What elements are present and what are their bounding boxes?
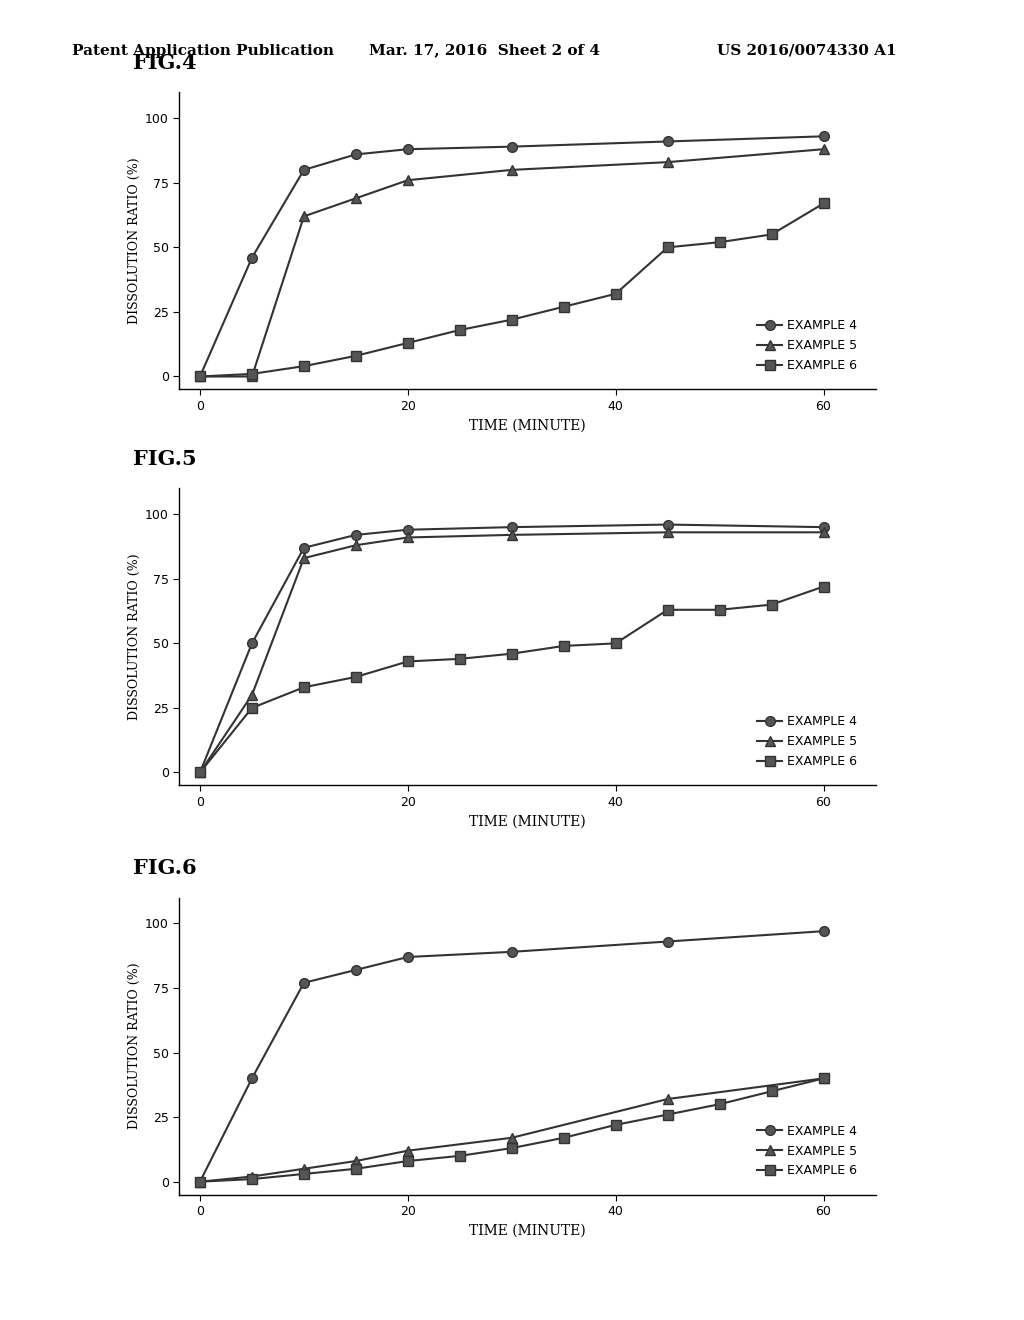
Legend: EXAMPLE 4, EXAMPLE 5, EXAMPLE 6: EXAMPLE 4, EXAMPLE 5, EXAMPLE 6 bbox=[753, 710, 862, 774]
Text: FIG.4: FIG.4 bbox=[133, 53, 197, 73]
Text: Mar. 17, 2016  Sheet 2 of 4: Mar. 17, 2016 Sheet 2 of 4 bbox=[369, 44, 600, 58]
Text: FIG.6: FIG.6 bbox=[133, 858, 197, 878]
Y-axis label: DISSOLUTION RATIO (%): DISSOLUTION RATIO (%) bbox=[128, 553, 140, 721]
Legend: EXAMPLE 4, EXAMPLE 5, EXAMPLE 6: EXAMPLE 4, EXAMPLE 5, EXAMPLE 6 bbox=[753, 1119, 862, 1183]
Text: Patent Application Publication: Patent Application Publication bbox=[72, 44, 334, 58]
Y-axis label: DISSOLUTION RATIO (%): DISSOLUTION RATIO (%) bbox=[128, 962, 140, 1130]
X-axis label: TIME (MINUTE): TIME (MINUTE) bbox=[469, 418, 586, 433]
X-axis label: TIME (MINUTE): TIME (MINUTE) bbox=[469, 814, 586, 829]
Y-axis label: DISSOLUTION RATIO (%): DISSOLUTION RATIO (%) bbox=[128, 157, 140, 325]
Legend: EXAMPLE 4, EXAMPLE 5, EXAMPLE 6: EXAMPLE 4, EXAMPLE 5, EXAMPLE 6 bbox=[753, 314, 862, 378]
X-axis label: TIME (MINUTE): TIME (MINUTE) bbox=[469, 1224, 586, 1238]
Text: US 2016/0074330 A1: US 2016/0074330 A1 bbox=[717, 44, 896, 58]
Text: FIG.5: FIG.5 bbox=[133, 449, 197, 469]
